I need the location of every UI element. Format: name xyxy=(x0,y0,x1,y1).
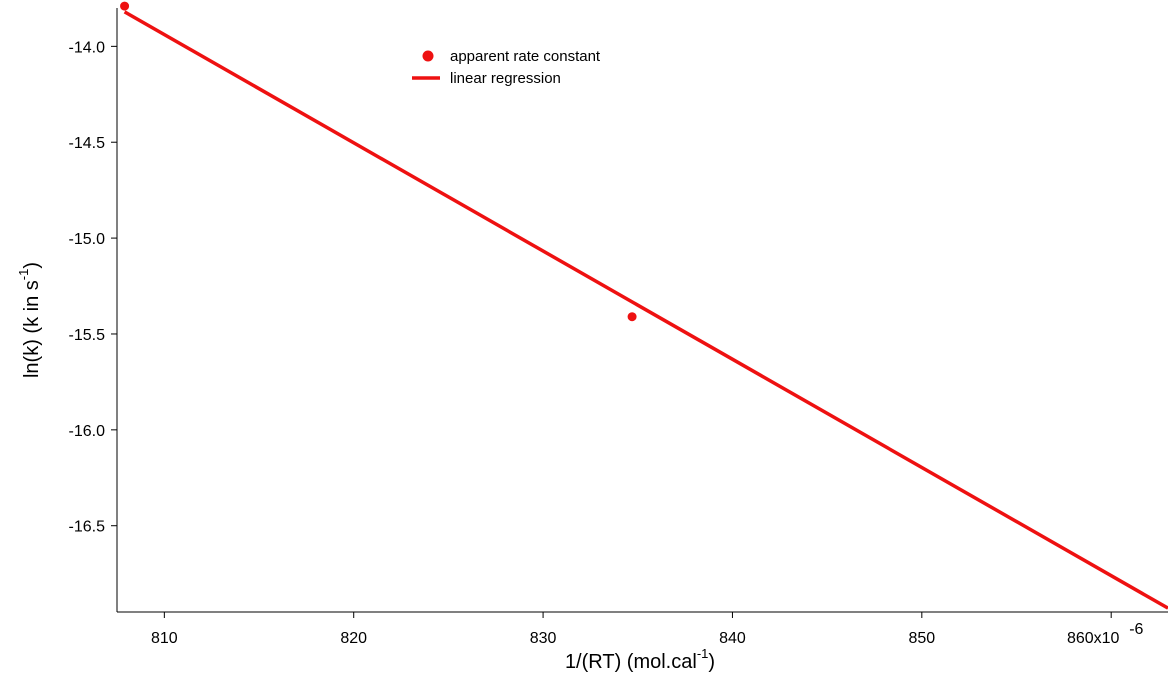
x-tick-label: 860x10 xyxy=(1067,630,1120,647)
y-tick-label: -16.0 xyxy=(69,423,106,440)
x-tick-label: 830 xyxy=(530,630,557,647)
data-point xyxy=(120,1,130,11)
data-point xyxy=(627,312,637,322)
titles-layer: 1/(RT) (mol.cal-1) ln(k) (k in s-1) xyxy=(16,262,715,673)
y-axis-title: ln(k) (k in s-1) xyxy=(16,262,43,378)
legend-label: linear regression xyxy=(450,70,561,87)
legend-layer: apparent rate constant linear regression xyxy=(412,48,601,87)
y-tick-label: -15.5 xyxy=(69,327,106,344)
legend-label: apparent rate constant xyxy=(450,48,601,65)
axes-layer xyxy=(116,8,1168,613)
ticks-layer: 810 820 830 840 850 860x10 -6 -14.0 -14.5 -15.0 -1… xyxy=(69,39,1144,647)
x-tick-exponent: -6 xyxy=(1129,621,1143,638)
series-layer xyxy=(120,1,1168,610)
x-tick-label: 840 xyxy=(719,630,746,647)
regression-line xyxy=(123,10,1168,610)
y-tick-label: -14.0 xyxy=(69,39,106,56)
x-tick-label: 810 xyxy=(151,630,178,647)
x-tick-label: 850 xyxy=(908,630,935,647)
x-axis-title: 1/(RT) (mol.cal-1) xyxy=(565,646,715,673)
y-tick-label: -16.5 xyxy=(69,519,106,536)
legend-marker xyxy=(422,50,434,62)
y-tick-label: -14.5 xyxy=(69,135,106,152)
x-tick-label: 820 xyxy=(340,630,367,647)
y-tick-label: -15.0 xyxy=(69,231,106,248)
